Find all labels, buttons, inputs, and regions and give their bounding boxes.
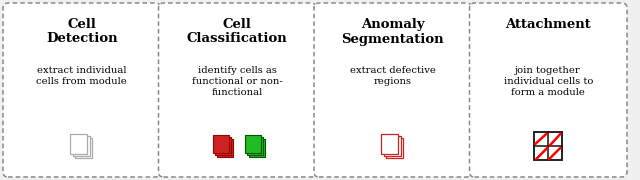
- FancyBboxPatch shape: [245, 135, 261, 153]
- FancyBboxPatch shape: [217, 139, 233, 157]
- Text: Anomaly
Segmentation: Anomaly Segmentation: [341, 18, 444, 46]
- FancyBboxPatch shape: [249, 139, 265, 157]
- Bar: [534, 132, 563, 160]
- Text: extract individual
cells from module: extract individual cells from module: [36, 66, 127, 86]
- FancyBboxPatch shape: [215, 137, 231, 155]
- Text: join together
individual cells to
form a module: join together individual cells to form a…: [504, 66, 593, 97]
- FancyBboxPatch shape: [386, 138, 403, 158]
- Text: extract defective
regions: extract defective regions: [350, 66, 436, 86]
- FancyBboxPatch shape: [470, 3, 627, 177]
- FancyBboxPatch shape: [159, 3, 316, 177]
- Text: Cell
Classification: Cell Classification: [187, 18, 287, 46]
- FancyBboxPatch shape: [381, 134, 398, 154]
- FancyBboxPatch shape: [213, 135, 229, 153]
- FancyBboxPatch shape: [70, 134, 87, 154]
- Text: identify cells as
functional or non-
functional: identify cells as functional or non- fun…: [192, 66, 283, 97]
- FancyBboxPatch shape: [314, 3, 472, 177]
- FancyBboxPatch shape: [73, 136, 90, 156]
- Text: Cell
Detection: Cell Detection: [46, 18, 118, 46]
- FancyBboxPatch shape: [3, 3, 161, 177]
- FancyBboxPatch shape: [384, 136, 401, 156]
- FancyBboxPatch shape: [247, 137, 263, 155]
- FancyBboxPatch shape: [75, 138, 92, 158]
- Text: Attachment: Attachment: [506, 18, 591, 31]
